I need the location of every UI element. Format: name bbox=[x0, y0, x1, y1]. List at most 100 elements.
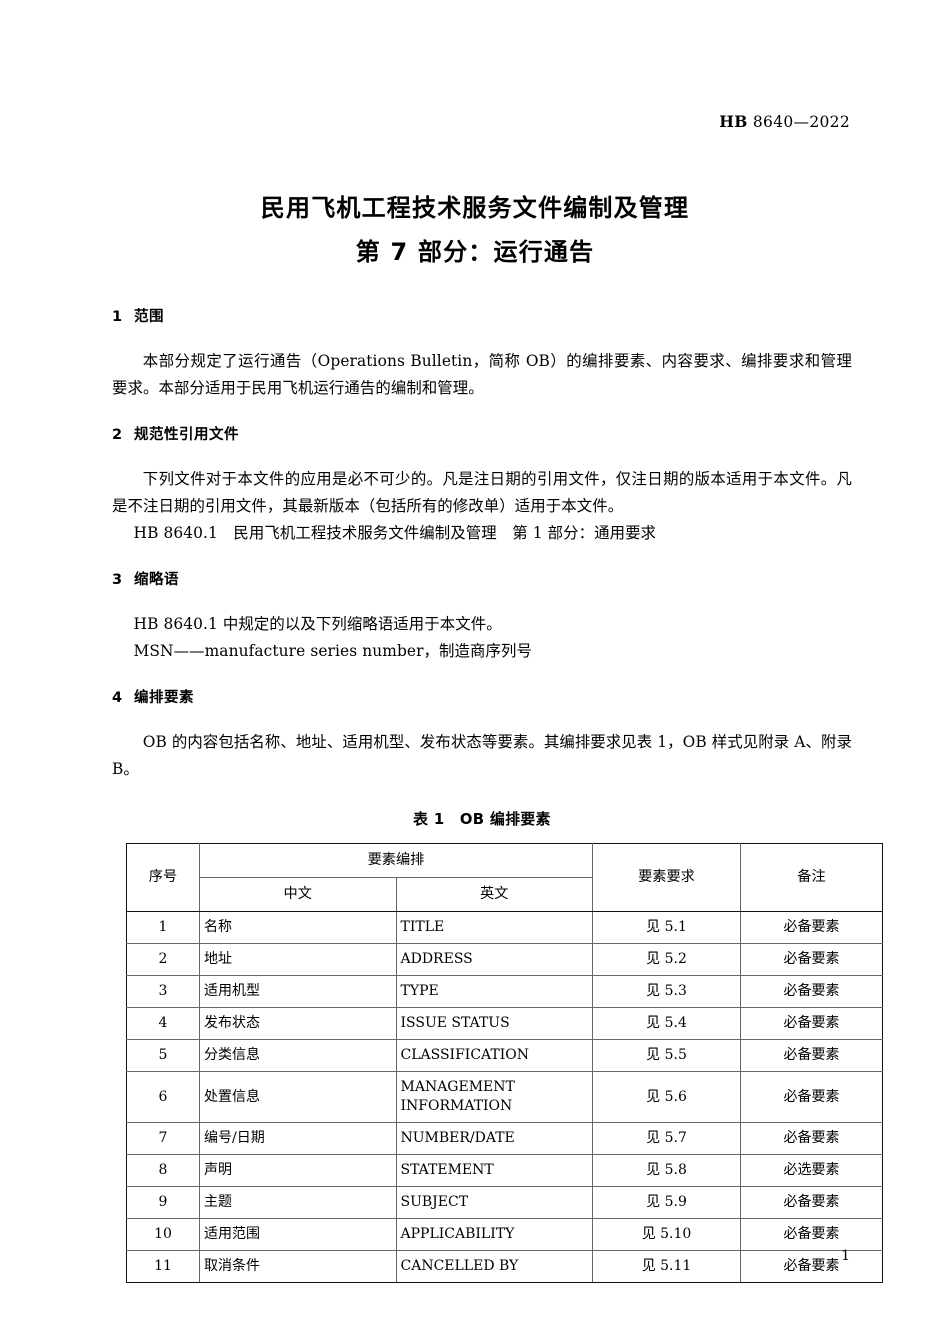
cell-requirement: 见 5.4 bbox=[592, 1007, 741, 1040]
cell-seq: 1 bbox=[126, 911, 200, 944]
clause-4-paragraph-1: OB 的内容包括名称、地址、适用机型、发布状态等要素。其编排要求见表 1，OB … bbox=[112, 733, 852, 778]
cell-chinese: 分类信息 bbox=[199, 1039, 397, 1072]
table-container: 序号 要素编排 要素要求 备注 中文 英文 1 名称 TITLE bbox=[112, 831, 883, 1283]
table-body: 1 名称 TITLE 见 5.1 必备要素 2 地址 ADDRESS 见 5.2… bbox=[126, 911, 883, 1283]
table-row: 1 名称 TITLE 见 5.1 必备要素 bbox=[126, 911, 883, 944]
clause-number-2: 2 bbox=[112, 427, 123, 443]
cell-requirement: 见 5.8 bbox=[592, 1154, 741, 1187]
clause-title-3: 缩略语 bbox=[134, 572, 179, 588]
cell-seq: 5 bbox=[126, 1039, 200, 1072]
table-header-requirement: 要素要求 bbox=[592, 843, 741, 912]
table-header-row-2: 中文 英文 bbox=[127, 877, 883, 912]
table-row: 5 分类信息 CLASSIFICATION 见 5.5 必备要素 bbox=[126, 1039, 883, 1072]
table-header-note: 备注 bbox=[740, 843, 883, 912]
spacer bbox=[112, 709, 852, 729]
cell-english: CLASSIFICATION bbox=[395, 1039, 593, 1072]
page-number: 1 bbox=[841, 1248, 850, 1264]
cell-english: ADDRESS bbox=[395, 943, 593, 976]
clause-number-3: 3 bbox=[112, 572, 123, 588]
cell-note: 必备要素 bbox=[740, 975, 883, 1008]
table-row: 4 发布状态 ISSUE STATUS 见 5.4 必备要素 bbox=[126, 1007, 883, 1040]
standard-number: 8640 bbox=[752, 113, 794, 131]
spacer bbox=[112, 402, 852, 424]
cell-seq: 6 bbox=[126, 1071, 200, 1123]
spacer bbox=[112, 591, 852, 611]
standard-separator: — bbox=[793, 113, 810, 131]
table-header-english: 英文 bbox=[395, 877, 593, 912]
cell-note: 必备要素 bbox=[740, 1122, 883, 1155]
clause-number-4: 4 bbox=[112, 690, 123, 706]
cell-requirement: 见 5.5 bbox=[592, 1039, 741, 1072]
cell-note: 必备要素 bbox=[740, 1250, 883, 1283]
cell-note: 必备要素 bbox=[740, 911, 883, 944]
normative-reference-item: HB 8640.1 民用飞机工程技术服务文件编制及管理 第 1 部分：通用要求 bbox=[133, 524, 657, 542]
clause-title-1: 范围 bbox=[134, 309, 164, 325]
standard-year: 2022 bbox=[809, 113, 850, 131]
spacer bbox=[112, 547, 852, 569]
cell-requirement: 见 5.6 bbox=[592, 1071, 741, 1123]
cell-note: 必备要素 bbox=[740, 1218, 883, 1251]
cell-chinese: 取消条件 bbox=[199, 1250, 397, 1283]
cell-seq: 10 bbox=[126, 1218, 200, 1251]
cell-seq: 8 bbox=[126, 1154, 200, 1187]
cell-requirement: 见 5.9 bbox=[592, 1186, 741, 1219]
cell-requirement: 见 5.2 bbox=[592, 943, 741, 976]
table-header-chinese: 中文 bbox=[199, 877, 397, 912]
table-head: 序号 要素编排 要素要求 备注 中文 英文 bbox=[126, 843, 883, 912]
cell-requirement: 见 5.1 bbox=[592, 911, 741, 944]
cell-chinese: 名称 bbox=[199, 911, 397, 944]
cell-chinese: 声明 bbox=[199, 1154, 397, 1187]
cell-note: 必备要素 bbox=[740, 1007, 883, 1040]
cell-chinese: 适用范围 bbox=[199, 1218, 397, 1251]
spacer bbox=[112, 446, 852, 466]
cell-seq: 11 bbox=[126, 1250, 200, 1283]
cell-seq: 9 bbox=[126, 1186, 200, 1219]
cell-note: 必备要素 bbox=[740, 943, 883, 976]
table-row: 3 适用机型 TYPE 见 5.3 必备要素 bbox=[126, 975, 883, 1008]
cell-seq: 4 bbox=[126, 1007, 200, 1040]
table-row: 8 声明 STATEMENT 见 5.8 必选要素 bbox=[126, 1154, 883, 1187]
clause-title-4: 编排要素 bbox=[134, 690, 194, 706]
table-header-seq: 序号 bbox=[126, 843, 200, 912]
clause-heading-1: 1 范围 bbox=[112, 306, 852, 328]
cell-chinese: 发布状态 bbox=[199, 1007, 397, 1040]
table-row: 9 主题 SUBJECT 见 5.9 必备要素 bbox=[126, 1186, 883, 1219]
abbreviation-item-msn: MSN——manufacture series number，制造商序列号 bbox=[133, 642, 532, 660]
cell-requirement: 见 5.7 bbox=[592, 1122, 741, 1155]
spacer bbox=[112, 328, 852, 348]
spacer bbox=[112, 665, 852, 687]
cell-note: 必备要素 bbox=[740, 1186, 883, 1219]
cell-english: TITLE bbox=[395, 911, 593, 944]
cell-chinese: 适用机型 bbox=[199, 975, 397, 1008]
clause-3-paragraph-1: HB 8640.1 中规定的以及下列缩略语适用于本文件。 bbox=[133, 615, 502, 633]
cell-english: MANAGEMENT INFORMATION bbox=[395, 1071, 593, 1123]
cell-english: STATEMENT bbox=[395, 1154, 593, 1187]
table-row: 11 取消条件 CANCELLED BY 见 5.11 必备要素 bbox=[126, 1250, 883, 1283]
cell-chinese: 编号/日期 bbox=[199, 1122, 397, 1155]
cell-requirement: 见 5.10 bbox=[592, 1218, 741, 1251]
cell-english: APPLICABILITY bbox=[395, 1218, 593, 1251]
clause-number-1: 1 bbox=[112, 309, 123, 325]
clause-2-paragraph-1: 下列文件对于本文件的应用是必不可少的。凡是注日期的引用文件，仅注日期的版本适用于… bbox=[112, 470, 852, 515]
table-header-group: 要素编排 bbox=[199, 843, 593, 878]
cell-seq: 7 bbox=[126, 1122, 200, 1155]
standard-prefix: HB bbox=[719, 112, 748, 131]
running-header: HB 8640—2022 bbox=[100, 112, 850, 131]
cell-chinese: 地址 bbox=[199, 943, 397, 976]
table-header-row-1: 序号 要素编排 要素要求 备注 bbox=[126, 843, 883, 912]
table-row: 6 处置信息 MANAGEMENT INFORMATION 见 5.6 必备要素 bbox=[126, 1071, 883, 1123]
document-subtitle: 第 7 部分：运行通告 bbox=[355, 238, 595, 266]
cell-chinese: 主题 bbox=[199, 1186, 397, 1219]
clause-heading-3: 3 缩略语 bbox=[112, 569, 852, 591]
table-row: 2 地址 ADDRESS 见 5.2 必备要素 bbox=[126, 943, 883, 976]
cell-english: TYPE bbox=[395, 975, 593, 1008]
cell-seq: 2 bbox=[126, 943, 200, 976]
cell-note: 必选要素 bbox=[740, 1154, 883, 1187]
clause-heading-4: 4 编排要素 bbox=[112, 687, 852, 709]
clause-heading-2: 2 规范性引用文件 bbox=[112, 424, 852, 446]
ob-elements-table: 序号 要素编排 要素要求 备注 中文 英文 1 名称 TITLE bbox=[126, 843, 883, 1283]
cell-note: 必备要素 bbox=[740, 1071, 883, 1123]
clause-title-2: 规范性引用文件 bbox=[134, 427, 239, 443]
cell-english: NUMBER/DATE bbox=[395, 1122, 593, 1155]
table-caption: 表 1 OB 编排要素 bbox=[413, 811, 551, 828]
